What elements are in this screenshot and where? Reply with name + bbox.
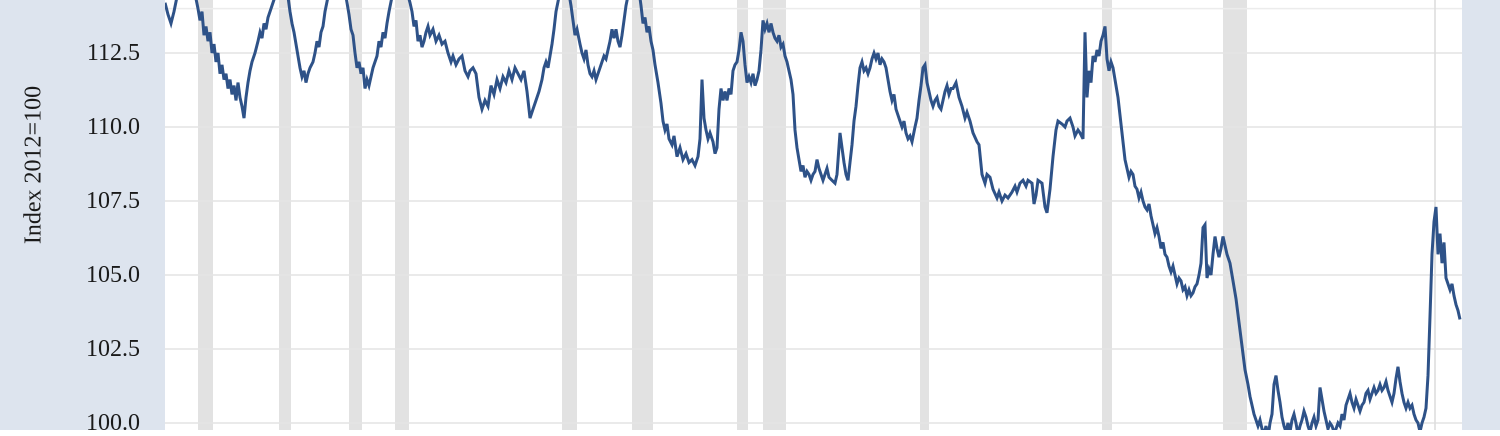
shaded-band bbox=[349, 0, 362, 430]
shaded-band bbox=[737, 0, 748, 430]
y-tick-label: 100.0 bbox=[86, 410, 140, 436]
shaded-band bbox=[395, 0, 409, 430]
data-line-index-line bbox=[163, 0, 1462, 430]
shaded-band bbox=[279, 0, 291, 430]
shaded-band bbox=[763, 0, 786, 430]
shaded-band bbox=[198, 0, 213, 430]
y-tick-label: 110.0 bbox=[86, 114, 140, 140]
y-tick-label: 107.5 bbox=[86, 188, 140, 214]
y-axis-label: Index 2012=100 bbox=[20, 85, 47, 245]
y-tick-label: 105.0 bbox=[86, 262, 140, 288]
shaded-band bbox=[632, 0, 653, 430]
y-tick-label: 102.5 bbox=[86, 336, 140, 362]
shaded-band bbox=[562, 0, 577, 430]
shaded-band bbox=[920, 0, 929, 430]
y-tick-label: 112.5 bbox=[86, 40, 140, 66]
figure-left-margin bbox=[0, 0, 165, 430]
shaded-band bbox=[1102, 0, 1112, 430]
figure-right-margin bbox=[1462, 0, 1500, 430]
